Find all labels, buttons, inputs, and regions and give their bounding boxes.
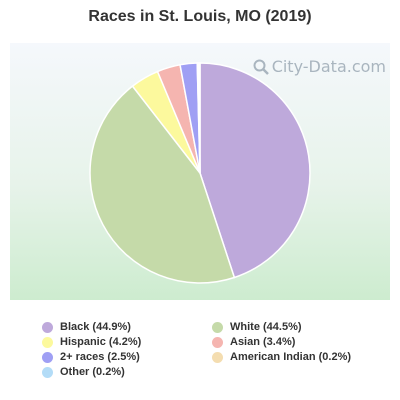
chart-title: Races in St. Louis, MO (2019) [88,8,312,25]
watermark-text: City-Data.com [271,57,386,76]
pie-slice-0 [199,62,311,279]
pie-slice-6 [197,62,201,174]
magnifier-icon [253,59,269,75]
pie-slice-1 [89,85,236,284]
watermark: City-Data.com [253,57,386,76]
